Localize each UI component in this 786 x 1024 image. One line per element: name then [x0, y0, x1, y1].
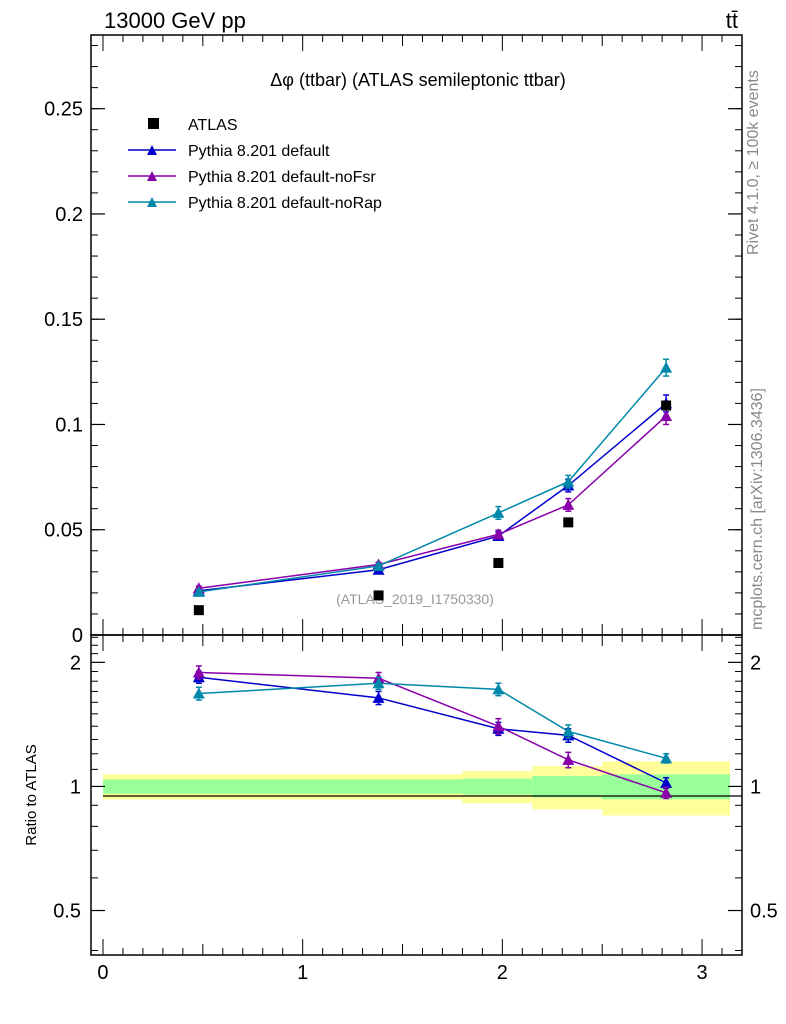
main-panel: Δφ (ttbar) (ATLAS semileptonic ttbar) (A… — [44, 34, 743, 647]
ratio-series-line-2 — [198, 682, 667, 760]
legend-label-norap: Pythia 8.201 default-noRap — [188, 195, 382, 212]
ratio-series — [192, 665, 673, 800]
main-series-line-0 — [198, 402, 667, 592]
ratio-ytick-label-right: 0.5 — [750, 901, 778, 923]
ratio-frame — [90, 634, 743, 956]
ratio-series-point — [562, 753, 575, 765]
main-ytick-label: 0.05 — [44, 520, 83, 542]
atlas-data-point — [563, 517, 574, 528]
main-series-point — [192, 585, 205, 597]
ratio-series-point — [192, 687, 205, 699]
main-series-point — [562, 475, 575, 487]
main-series-point — [562, 498, 575, 510]
legend: ATLAS Pythia 8.201 default Pythia 8.201 … — [128, 117, 382, 212]
ratio-panel: 0 1 2 3 0.5 0.5 1 1 2 2 Ratio to ATLAS — [23, 634, 778, 984]
legend-marker-default — [147, 145, 157, 155]
main-series-point — [372, 559, 385, 571]
main-series-point — [660, 410, 673, 422]
ratio-ylabel: Ratio to ATLAS — [23, 744, 40, 845]
process-label: tt̄ — [726, 8, 738, 33]
ratio-series-point — [372, 691, 385, 703]
main-title: Δφ (ttbar) (ATLAS semileptonic ttbar) — [270, 70, 565, 90]
atlas-data-point — [373, 590, 384, 601]
legend-marker-nofsr — [147, 171, 157, 181]
main-series-point — [492, 528, 505, 540]
ratio-ytick-label-left: 1 — [70, 776, 81, 798]
legend-label-nofsr: Pythia 8.201 default-noFsr — [188, 169, 376, 186]
legend-marker-norap — [147, 197, 157, 207]
rivet-version-label: Rivet 4.1.0, ≥ 100k events — [745, 70, 762, 255]
band-inner — [532, 775, 603, 798]
ratio-xtick-label: 1 — [297, 962, 308, 984]
main-series-point — [492, 506, 505, 518]
atlas-data-point — [661, 400, 672, 411]
watermark: (ATLAS_2019_I1750330) — [336, 591, 494, 607]
ratio-series-point — [660, 786, 673, 798]
main-ytick-label: 0.1 — [55, 414, 83, 436]
ratio-series-point — [372, 677, 385, 689]
ratio-series-point — [562, 725, 575, 737]
ratio-axis-ticks: 0 1 2 3 0.5 0.5 1 1 2 2 — [53, 635, 778, 984]
main-ytick-label: 0 — [72, 625, 83, 647]
atlas-data-point — [493, 558, 504, 568]
mcplots-label: mcplots.cern.ch [arXiv:1306.3436] — [749, 388, 766, 630]
ratio-uncertainty-bands — [102, 761, 731, 816]
ratio-series-point — [492, 720, 505, 732]
legend-label-atlas: ATLAS — [188, 117, 238, 134]
ratio-xtick-label: 3 — [696, 962, 707, 984]
main-series-line-1 — [198, 415, 667, 590]
main-ytick-label: 0.25 — [44, 99, 83, 121]
ratio-ytick-label-right: 1 — [750, 776, 761, 798]
band-inner — [102, 779, 463, 794]
ratio-series-point — [660, 752, 673, 764]
legend-label-default: Pythia 8.201 default — [188, 143, 330, 160]
main-ytick-label: 0.15 — [44, 309, 83, 331]
energy-label: 13000 GeV pp — [104, 8, 246, 33]
atlas-data-point — [193, 605, 204, 616]
main-series-point — [660, 361, 673, 373]
main-ytick-label: 0.2 — [55, 204, 83, 226]
ratio-series-point — [492, 683, 505, 695]
band-inner — [462, 778, 533, 795]
legend-marker-atlas — [148, 118, 159, 129]
ratio-ytick-label-left: 0.5 — [53, 901, 81, 923]
ratio-xtick-label: 2 — [497, 962, 508, 984]
ratio-series-point — [660, 776, 673, 788]
ratio-xtick-label: 0 — [97, 962, 108, 984]
ratio-ytick-label-left: 2 — [70, 652, 81, 674]
ratio-series-point — [192, 666, 205, 678]
main-data-points — [193, 400, 672, 616]
ratio-ytick-label-right: 2 — [750, 652, 761, 674]
main-series — [192, 358, 673, 597]
